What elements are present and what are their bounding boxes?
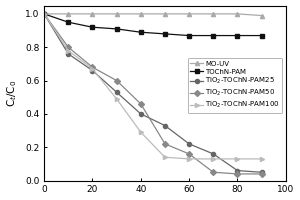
TiO$_2$-TOChN-PAM50 (212, 171, 215, 173)
TiO$_2$-TOChN-PAM25 (212, 153, 215, 155)
TiO$_2$-TOChN-PAM25 (236, 169, 239, 172)
TOChN-PAM (115, 28, 119, 30)
TOChN-PAM (236, 34, 239, 37)
TiO$_2$-TOChN-PAM25 (67, 53, 70, 55)
TiO$_2$-TOChN-PAM25 (188, 143, 191, 145)
TiO$_2$-TOChN-PAM50 (42, 13, 46, 15)
TOChN-PAM (188, 34, 191, 37)
TiO$_2$-TOChN-PAM100 (212, 158, 215, 160)
MO-UV (188, 13, 191, 15)
TiO$_2$-TOChN-PAM100 (42, 13, 46, 15)
TiO$_2$-TOChN-PAM25 (163, 124, 167, 127)
TiO$_2$-TOChN-PAM50 (115, 79, 119, 82)
TiO$_2$-TOChN-PAM25 (91, 69, 94, 72)
MO-UV (115, 13, 119, 15)
MO-UV (91, 13, 94, 15)
TiO$_2$-TOChN-PAM50 (163, 143, 167, 145)
TiO$_2$-TOChN-PAM100 (139, 131, 142, 133)
MO-UV (212, 13, 215, 15)
TOChN-PAM (212, 34, 215, 37)
TiO$_2$-TOChN-PAM25 (260, 171, 263, 173)
TiO$_2$-TOChN-PAM100 (188, 158, 191, 160)
Line: MO-UV: MO-UV (42, 12, 264, 18)
TiO$_2$-TOChN-PAM50 (139, 103, 142, 105)
TiO$_2$-TOChN-PAM25 (139, 113, 142, 115)
MO-UV (163, 13, 167, 15)
Line: TiO$_2$-TOChN-PAM100: TiO$_2$-TOChN-PAM100 (42, 12, 264, 161)
TOChN-PAM (139, 31, 142, 33)
MO-UV (139, 13, 142, 15)
Y-axis label: C$_t$/C$_0$: C$_t$/C$_0$ (6, 79, 20, 107)
TiO$_2$-TOChN-PAM50 (236, 173, 239, 175)
TiO$_2$-TOChN-PAM100 (163, 156, 167, 158)
TOChN-PAM (67, 21, 70, 23)
TiO$_2$-TOChN-PAM50 (91, 66, 94, 68)
TiO$_2$-TOChN-PAM100 (115, 98, 119, 100)
TOChN-PAM (163, 33, 167, 35)
TOChN-PAM (42, 13, 46, 15)
TiO$_2$-TOChN-PAM100 (236, 158, 239, 160)
Line: TiO$_2$-TOChN-PAM50: TiO$_2$-TOChN-PAM50 (42, 12, 264, 176)
TOChN-PAM (91, 26, 94, 28)
MO-UV (236, 13, 239, 15)
MO-UV (42, 13, 46, 15)
TiO$_2$-TOChN-PAM100 (260, 158, 263, 160)
TiO$_2$-TOChN-PAM100 (91, 68, 94, 70)
TiO$_2$-TOChN-PAM50 (188, 153, 191, 155)
TiO$_2$-TOChN-PAM100 (67, 49, 70, 52)
Legend: MO-UV, TOChN-PAM, TiO$_2$-TOChN-PAM25, TiO$_2$-TOChN-PAM50, TiO$_2$-TOChN-PAM100: MO-UV, TOChN-PAM, TiO$_2$-TOChN-PAM25, T… (188, 58, 282, 113)
TiO$_2$-TOChN-PAM50 (260, 173, 263, 175)
TOChN-PAM (260, 34, 263, 37)
MO-UV (67, 13, 70, 15)
Line: TOChN-PAM: TOChN-PAM (42, 12, 264, 38)
MO-UV (260, 14, 263, 17)
TiO$_2$-TOChN-PAM25 (115, 91, 119, 93)
TiO$_2$-TOChN-PAM25 (42, 13, 46, 15)
TiO$_2$-TOChN-PAM50 (67, 46, 70, 48)
Line: TiO$_2$-TOChN-PAM25: TiO$_2$-TOChN-PAM25 (42, 12, 264, 174)
